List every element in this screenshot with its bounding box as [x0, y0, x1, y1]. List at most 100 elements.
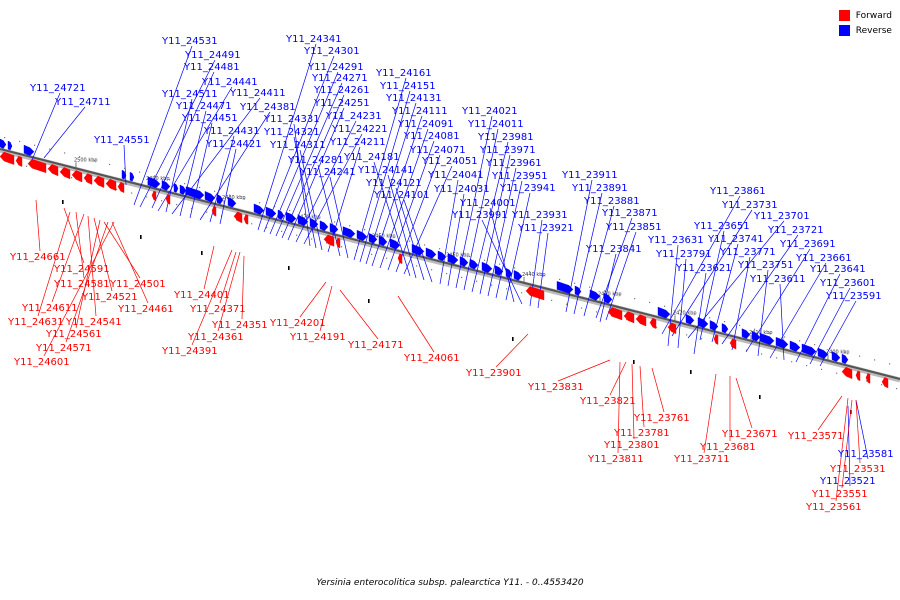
reverse-gene	[173, 183, 179, 193]
axis-dot	[79, 156, 81, 158]
reverse-gene-label: Y11_23591	[825, 291, 882, 302]
reverse-gene	[309, 217, 319, 229]
axis-dot	[754, 328, 756, 330]
axis-dot	[49, 148, 51, 150]
reverse-gene-label: Y11_24221	[331, 124, 388, 135]
forward-gene-label: Y11_24351	[211, 320, 268, 331]
axis-dot	[251, 223, 253, 225]
reverse-label-connector	[595, 217, 633, 319]
forward-label-connector	[735, 377, 753, 429]
reverse-gene	[147, 176, 161, 189]
axis-dot	[484, 259, 486, 261]
axis-dot	[589, 286, 591, 288]
axis-dot	[214, 190, 216, 192]
forward-gene-label: Y11_23781	[613, 428, 670, 439]
axis-dot	[394, 236, 396, 238]
forward-gene	[105, 178, 117, 191]
axis-dot	[724, 321, 726, 323]
reverse-gene-label: Y11_24381	[239, 102, 296, 113]
reverse-gene-label: Y11_23751	[737, 260, 794, 271]
axis-dot	[581, 307, 583, 309]
reverse-gene	[411, 243, 425, 256]
reverse-gene-label: Y11_24331	[263, 114, 320, 125]
forward-gene-label: Y11_24201	[269, 318, 326, 329]
reverse-gene	[253, 203, 265, 215]
axis-dot	[341, 246, 343, 248]
reverse-gene-label: Y11_23961	[485, 158, 542, 169]
reverse-gene-label: Y11_23601	[819, 278, 876, 289]
axis-ticks: 2500 kbp 2490 kbp 2480 kbp 2470 kbp 2460 kbp…	[74, 157, 850, 360]
reverse-gene	[459, 256, 469, 267]
reverse-gene-label: Y11_24181	[343, 152, 400, 163]
reverse-label-connector	[599, 253, 617, 323]
forward-gene	[841, 366, 853, 380]
forward-label-connector	[51, 213, 85, 303]
reverse-gene	[161, 180, 171, 191]
forward-gene-label: Y11_23761	[633, 413, 690, 424]
axis-dot	[821, 368, 823, 371]
axis-marker	[690, 370, 692, 374]
forward-label-connector	[639, 365, 645, 428]
reverse-gene	[297, 214, 309, 226]
axis-dot	[776, 357, 778, 359]
axis-dot	[19, 140, 21, 143]
reverse-gene-label: Y11_23521	[819, 476, 876, 487]
axis-dot	[514, 267, 516, 269]
reverse-label-connector	[269, 71, 339, 235]
reverse-gene-label: Y11_24411	[229, 88, 286, 99]
axis-tick-label: 2470 kbp	[297, 214, 321, 220]
forward-label-connector	[651, 367, 665, 413]
axis-dot	[709, 317, 711, 319]
forward-label-connector	[217, 251, 241, 332]
axis-tick-label: 2460 kbp	[372, 234, 396, 240]
reverse-gene-label: Y11_24441	[201, 77, 258, 88]
reverse-gene	[277, 209, 285, 220]
axis-dot	[889, 363, 891, 365]
axis-dot	[131, 192, 133, 194]
axis-dot	[454, 252, 456, 254]
axis-dot	[761, 353, 763, 355]
reverse-gene-label: Y11_24721	[29, 83, 86, 94]
forward-label-connector	[241, 255, 245, 320]
axis-dot	[446, 272, 448, 275]
reverse-gene	[227, 196, 237, 208]
forward-label-connector	[63, 207, 85, 264]
axis-tick-label: 2430 kbp	[598, 291, 622, 297]
forward-gene	[729, 338, 737, 350]
forward-label-connector	[219, 251, 237, 304]
reverse-gene-label: Y11_23621	[675, 263, 732, 274]
reverse-label-connector	[199, 111, 271, 221]
reverse-gene-label: Y11_23721	[767, 225, 824, 236]
axis-dot	[506, 288, 508, 290]
axis-dot	[109, 163, 111, 166]
reverse-label-connector	[293, 136, 317, 249]
reverse-gene-label: Y11_23971	[479, 145, 536, 156]
axis-dot	[161, 200, 163, 202]
reverse-label-connector	[133, 45, 193, 206]
forward-gene	[525, 286, 545, 301]
reverse-swatch	[838, 25, 850, 36]
axis-dot	[86, 180, 88, 183]
forward-gene-label: Y11_24361	[187, 332, 244, 343]
reverse-gene-label: Y11_23941	[499, 183, 556, 194]
reverse-gene-label: Y11_23771	[719, 247, 776, 258]
axis-dot	[364, 229, 366, 231]
forward-gene	[335, 237, 341, 249]
forward-gene	[607, 307, 623, 321]
reverse-gene-label: Y11_24161	[375, 68, 432, 79]
reverse-gene-label: Y11_24321	[263, 127, 320, 138]
reverse-label-connector	[31, 92, 61, 161]
reverse-gene-label: Y11_23631	[647, 235, 704, 246]
axis-dot	[604, 290, 606, 292]
forward-gene	[855, 370, 861, 382]
reverse-label-connector	[721, 234, 799, 345]
forward-gene	[649, 317, 657, 329]
reverse-label-connector	[189, 122, 213, 219]
axis-dot	[296, 234, 298, 236]
axis-dot	[206, 211, 208, 213]
forward-gene	[243, 214, 249, 225]
reverse-gene-label: Y11_24111	[391, 106, 448, 117]
reverse-gene-label: Y11_24301	[303, 46, 360, 57]
forward-gene	[165, 194, 171, 205]
